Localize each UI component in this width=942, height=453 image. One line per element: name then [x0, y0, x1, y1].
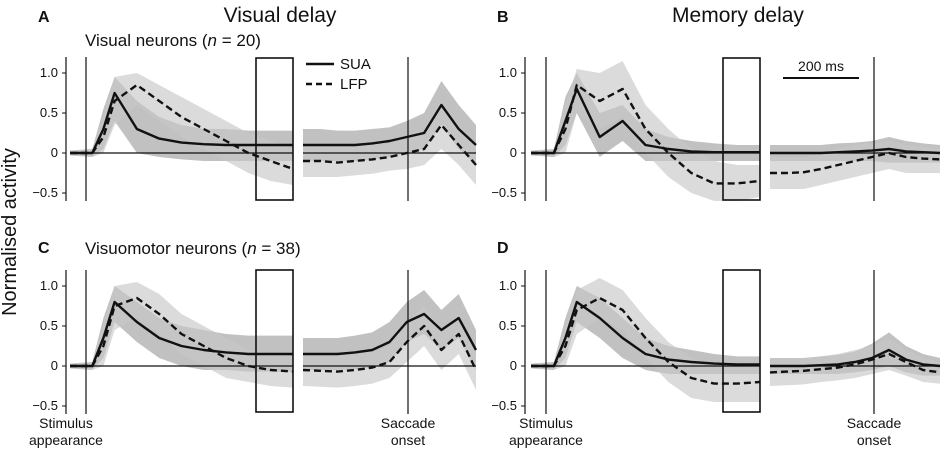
event-label-onset-b: onset — [857, 432, 891, 448]
y-tick-label-b: 1.0 — [499, 65, 517, 80]
scale-bar-label: 200 ms — [798, 58, 844, 74]
panel-letter-b: B — [497, 9, 509, 26]
event-label-appearance-b: appearance — [509, 432, 583, 448]
series-line-sua-saccade — [770, 147, 941, 155]
y-tick-label-a: 0 — [51, 145, 58, 160]
event-label-appearance-a: appearance — [29, 432, 103, 448]
y-tick-label-b: −0.5 — [491, 185, 517, 200]
series-line-sua-stimulus — [70, 91, 293, 155]
analysis-window-box — [255, 269, 294, 413]
y-tick-label-c: 0 — [51, 358, 58, 373]
y-tick-label-d: 0 — [510, 358, 517, 373]
panel-letter-d: D — [497, 240, 509, 257]
series-line-lfp-stimulus — [70, 83, 294, 171]
analysis-window-box — [255, 57, 294, 201]
y-tick-label-c: 0.5 — [40, 318, 58, 333]
sem-band-lfp-stimulus — [70, 73, 293, 185]
panel-b: 1.0 0.5 0 −0.5 — [491, 57, 941, 201]
y-tick-label-c: 1.0 — [40, 278, 58, 293]
y-tick-label-a: −0.5 — [32, 185, 58, 200]
panel-letter-c: C — [38, 240, 50, 257]
analysis-window-box — [722, 57, 761, 201]
series-line-sua-saccade — [303, 103, 477, 147]
event-label-saccade-b: Saccade — [847, 415, 902, 431]
series-line-sua-saccade — [770, 348, 941, 368]
series-line-lfp-saccade — [770, 151, 941, 175]
legend-sua-label: SUA — [340, 56, 371, 73]
panel-a: 1.0 0.5 0 −0.5 — [32, 57, 477, 201]
y-tick-label-d: 0.5 — [499, 318, 517, 333]
panel-letter-a: A — [38, 9, 50, 26]
series-line-lfp-saccade — [769, 352, 941, 374]
row-title-visual-neurons: Visual neurons (n = 20) — [85, 31, 261, 50]
y-tick-label-d: 1.0 — [499, 278, 517, 293]
y-tick-label-c: −0.5 — [32, 398, 58, 413]
panel-c: 1.0 0.5 0 −0.5 — [32, 269, 478, 414]
sem-band-sua-saccade — [303, 290, 476, 370]
row-title-visuomotor-neurons: Visuomotor neurons (n = 38) — [85, 239, 301, 258]
series-line-lfp-saccade — [302, 324, 478, 373]
sem-band-lfp-stimulus — [531, 61, 760, 201]
y-tick-label-a: 0.5 — [40, 105, 58, 120]
panels: 1.0 0.5 0 −0.5 1.0 0.5 0 −0.5 1.0 0.5 0 −0.5 1.0 0.5 0… — [32, 57, 941, 414]
series-line-sua-stimulus — [531, 300, 760, 368]
series-line-sua-stimulus — [70, 300, 293, 368]
y-tick-label-d: −0.5 — [491, 398, 517, 413]
y-axis-label: Normalised activity — [0, 148, 21, 316]
series-line-lfp-saccade — [303, 123, 477, 166]
event-label-stimulus-a: Stimulus — [39, 415, 93, 431]
sem-band-lfp-saccade — [303, 306, 476, 390]
y-tick-label-b: 0 — [510, 145, 517, 160]
event-label-onset-a: onset — [391, 432, 425, 448]
legend: SUA LFP — [306, 56, 371, 93]
event-label-stimulus-b: Stimulus — [519, 415, 573, 431]
analysis-window-box — [722, 269, 761, 413]
y-tick-label-b: 0.5 — [499, 105, 517, 120]
series-line-lfp-stimulus — [531, 83, 761, 185]
event-label-saccade-a: Saccade — [381, 415, 436, 431]
sem-band-lfp-saccade — [303, 101, 476, 185]
series-line-sua-stimulus — [531, 87, 760, 155]
series-line-lfp-stimulus — [70, 296, 294, 373]
panel-d: 1.0 0.5 0 −0.5 — [491, 269, 941, 414]
series-line-sua-saccade — [303, 312, 478, 356]
y-tick-label-a: 1.0 — [40, 65, 58, 80]
column-title-visual-delay: Visual delay — [224, 4, 337, 27]
column-title-memory-delay: Memory delay — [672, 4, 804, 27]
legend-lfp-label: LFP — [340, 76, 368, 93]
